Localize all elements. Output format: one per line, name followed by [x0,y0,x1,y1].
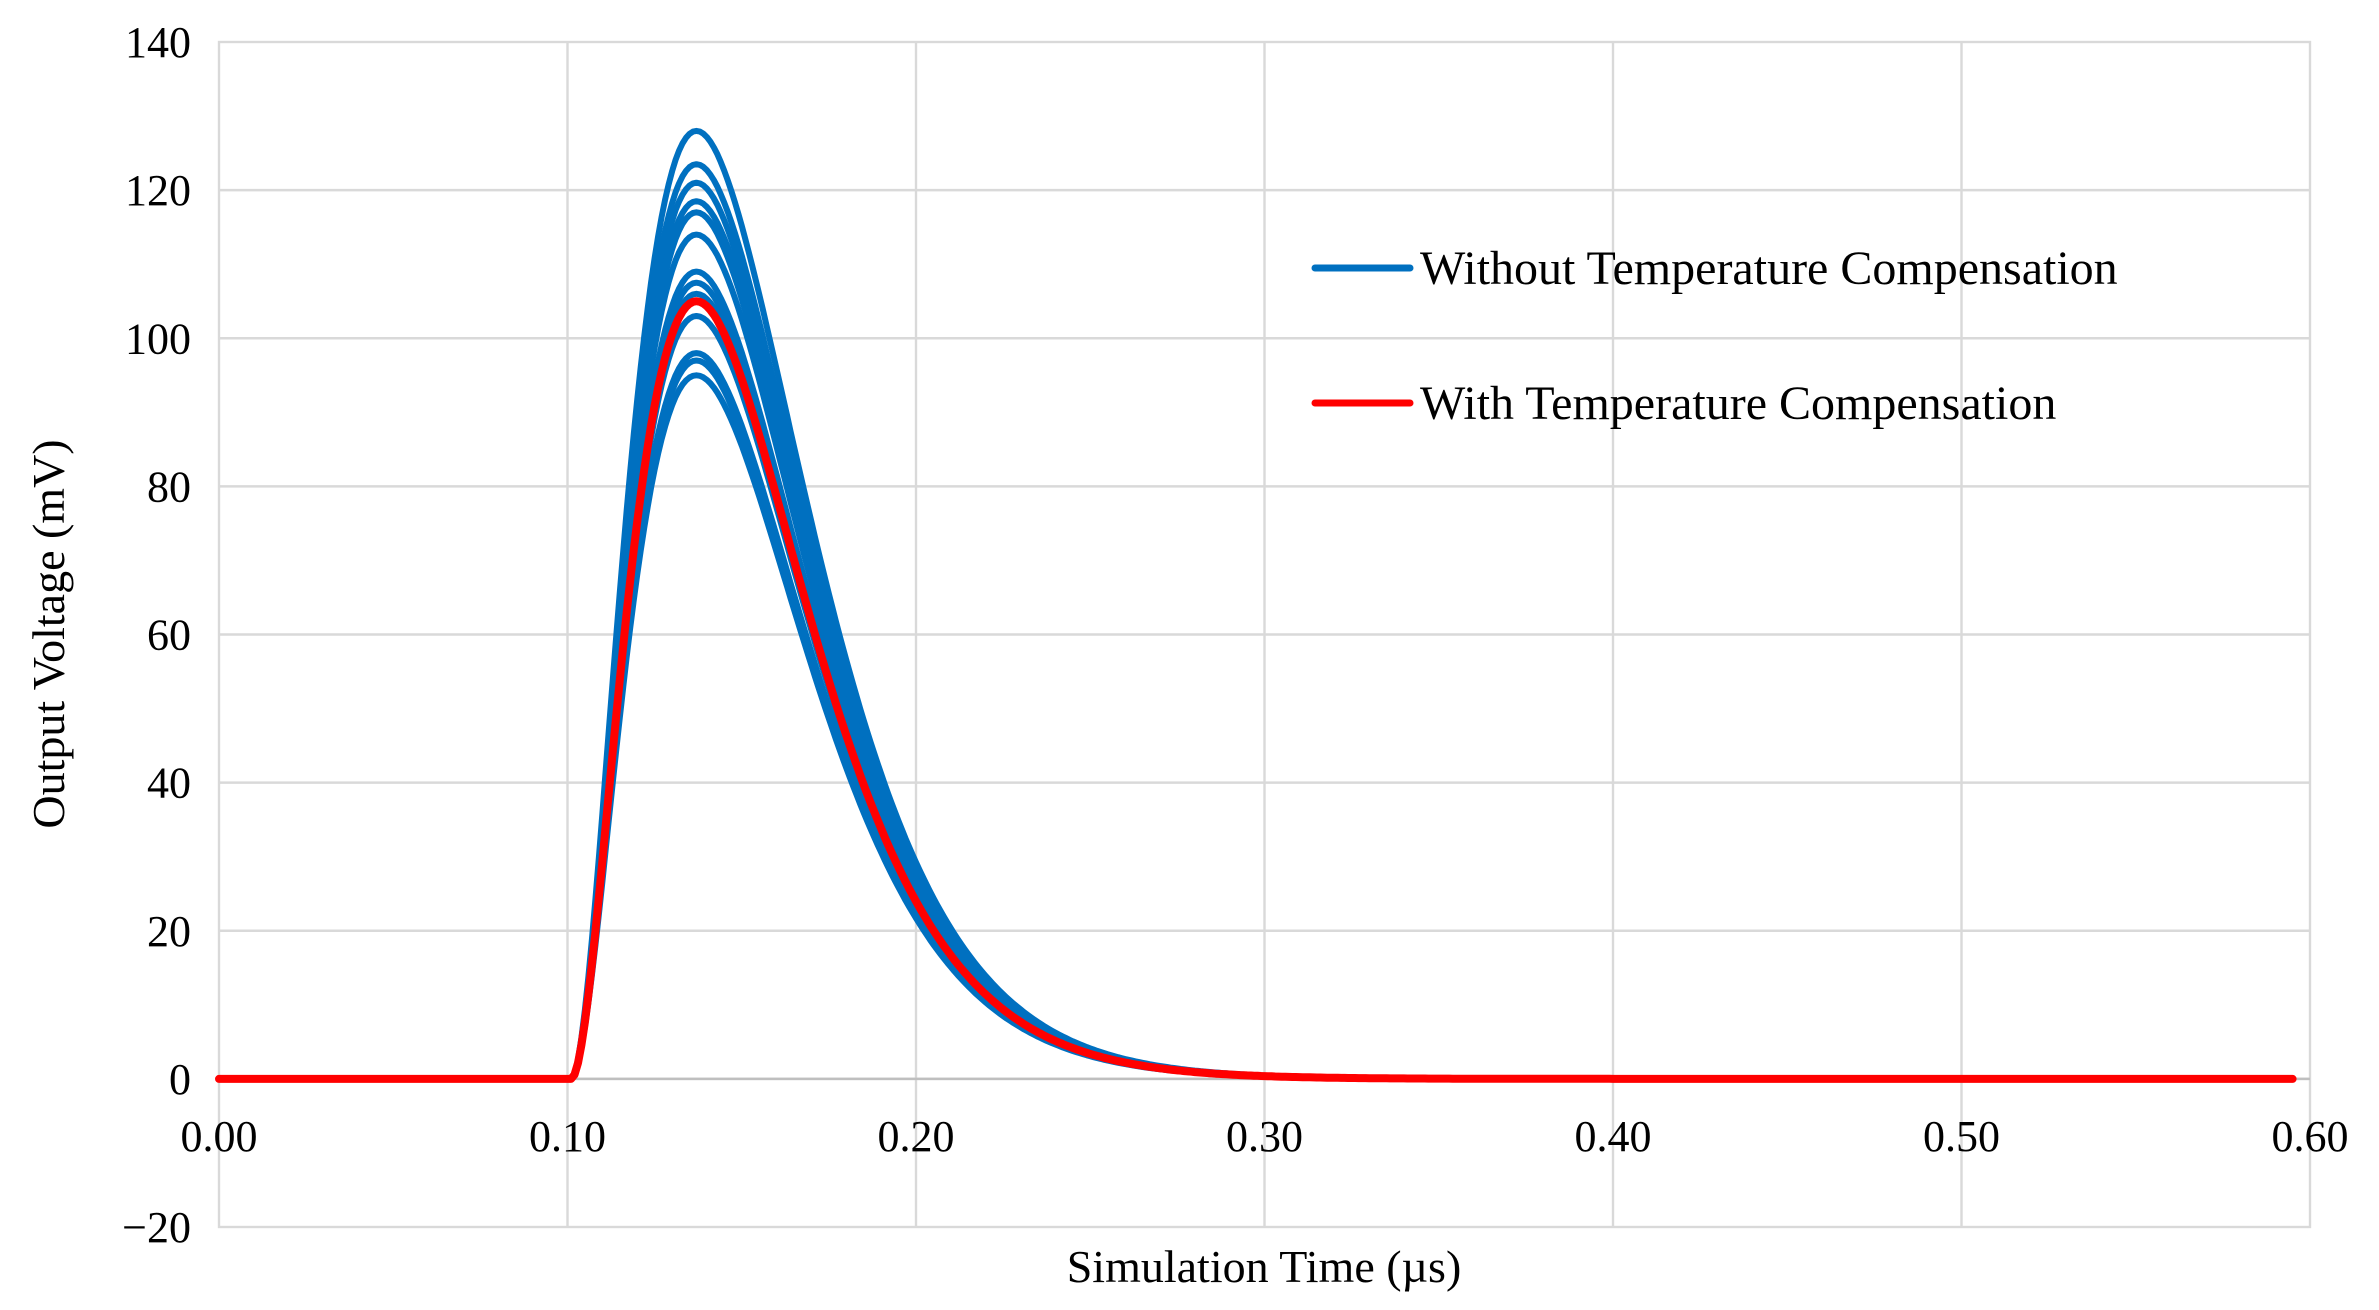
x-tick-label: 0.60 [2272,1112,2349,1161]
curve-without-compensation [216,357,2296,1082]
y-tick-label: 0 [169,1055,191,1104]
x-tick-label: 0.00 [181,1112,258,1161]
curve-without-compensation [216,161,2296,1082]
y-tick-label: 80 [147,462,191,511]
curve-without-compensation [216,350,2296,1082]
legend-label-without-compensation: Without Temperature Compensation [1420,242,2118,295]
y-tick-label: 40 [147,759,191,808]
x-tick-label: 0.10 [529,1112,606,1161]
y-tick-label: 140 [125,18,191,67]
gridlines [219,42,2310,1227]
series-group [215,127,2297,1083]
y-tick-label: 100 [125,314,191,363]
y-tick-label: 20 [147,907,191,956]
curve-without-compensation [216,231,2296,1082]
legend: Without Temperature Compensation With Te… [1311,242,2118,430]
y-axis-title: Output Voltage (mV) [23,439,74,828]
x-axis-title: Simulation Time (µs) [1067,1241,1462,1292]
curve-with-compensation [215,297,2297,1083]
curve-without-compensation [216,209,2296,1082]
plot-area-frame [217,40,2312,1229]
y-tick-label: 60 [147,611,191,660]
x-tick-label: 0.20 [878,1112,955,1161]
curve-without-compensation [216,198,2296,1082]
curve-without-compensation [216,179,2296,1082]
curve-without-compensation [216,313,2296,1082]
x-tick-label: 0.30 [1226,1112,1303,1161]
x-tick-label: 0.50 [1923,1112,2000,1161]
x-tick-label: 0.40 [1575,1112,1652,1161]
y-tick-label: 120 [125,166,191,215]
legend-label-with-compensation: With Temperature Compensation [1420,377,2056,430]
tick-labels: −20 0 20 40 60 80 100 120 140 0.00 0.10 0.20 0.30 0.4… [122,18,2348,1252]
y-tick-label: −20 [122,1203,191,1252]
series-with-compensation [215,297,2297,1083]
curve-without-compensation [216,372,2296,1082]
